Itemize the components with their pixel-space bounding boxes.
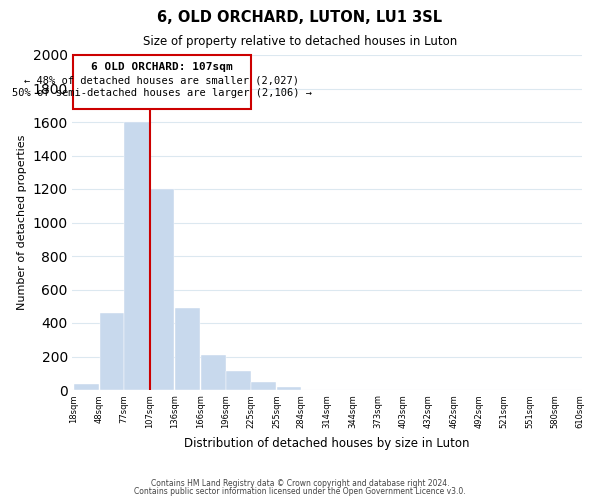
Y-axis label: Number of detached properties: Number of detached properties [17, 135, 27, 310]
Bar [150, 189, 175, 390]
Text: 50% of semi-detached houses are larger (2,106) →: 50% of semi-detached houses are larger (… [12, 88, 312, 99]
Text: 6, OLD ORCHARD, LUTON, LU1 3SL: 6, OLD ORCHARD, LUTON, LU1 3SL [157, 10, 443, 25]
Bar [226, 370, 251, 390]
Bar [175, 308, 200, 390]
Bar [200, 355, 226, 390]
Bar [73, 55, 251, 108]
Bar [124, 122, 149, 390]
Bar [100, 313, 124, 390]
Bar [277, 386, 301, 390]
Bar [251, 382, 276, 390]
X-axis label: Distribution of detached houses by size in Luton: Distribution of detached houses by size … [184, 436, 470, 450]
Text: Size of property relative to detached houses in Luton: Size of property relative to detached ho… [143, 35, 457, 48]
Text: Contains public sector information licensed under the Open Government Licence v3: Contains public sector information licen… [134, 487, 466, 496]
Text: Contains HM Land Registry data © Crown copyright and database right 2024.: Contains HM Land Registry data © Crown c… [151, 478, 449, 488]
Text: 6 OLD ORCHARD: 107sqm: 6 OLD ORCHARD: 107sqm [91, 62, 233, 72]
Text: ← 48% of detached houses are smaller (2,027): ← 48% of detached houses are smaller (2,… [25, 75, 299, 85]
Bar [74, 384, 99, 390]
